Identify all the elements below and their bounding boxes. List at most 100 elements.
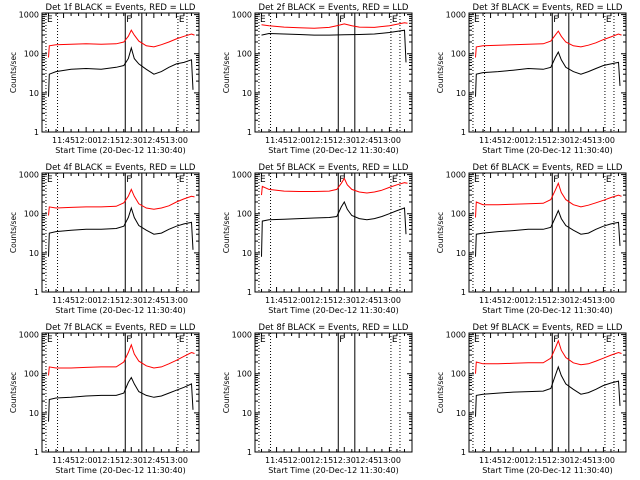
- x-tick-label: 13:00: [165, 136, 188, 145]
- x-tick-label: 12:00: [288, 456, 311, 465]
- x-tick-label: 12:30: [120, 456, 143, 465]
- y-tick-label: 1: [247, 448, 252, 457]
- y-tick-label: 1000: [232, 171, 252, 180]
- y-tick-label: 10: [242, 249, 252, 258]
- x-tick-label: 12:15: [97, 296, 120, 305]
- y-tick-label: 10: [456, 249, 466, 258]
- lld-series-line: [475, 339, 622, 374]
- x-axis-label: Start Time (20-Dec-12 11:30:40): [482, 306, 613, 315]
- events-series-line: [48, 376, 194, 422]
- panel-title: Det 4f BLACK = Events, RED = LLD: [46, 163, 196, 173]
- panel-7: Det 7f BLACK = Events, RED = LLD 1 10 100 10…: [9, 323, 200, 475]
- y-tick-label: 1: [34, 288, 39, 297]
- x-tick-label: 12:00: [288, 136, 311, 145]
- events-series-line: [48, 206, 194, 257]
- x-tick-label: 12:30: [333, 296, 356, 305]
- x-tick-label: 12:45: [142, 296, 165, 305]
- y-tick-label: 1: [461, 448, 466, 457]
- marker-label: F: [553, 335, 558, 345]
- events-series-line: [261, 29, 407, 63]
- x-tick-label: 11:45: [265, 136, 288, 145]
- plot-frame: [468, 172, 627, 293]
- lld-series-line: [261, 177, 408, 196]
- plot-frame: [254, 172, 413, 293]
- y-tick-label: 1: [34, 448, 39, 457]
- x-tick-label: 12:45: [569, 296, 592, 305]
- x-tick-label: 13:00: [378, 296, 401, 305]
- y-tick-label: 10: [456, 409, 466, 418]
- y-tick-label: 100: [237, 50, 252, 59]
- marker-label: E: [474, 175, 480, 185]
- y-axis-label: Counts/sec: [222, 372, 231, 413]
- x-tick-label: 12:15: [310, 136, 333, 145]
- marker-label: E: [47, 15, 53, 25]
- x-tick-label: 12:45: [569, 136, 592, 145]
- y-tick-label: 100: [237, 370, 252, 379]
- y-tick-label: 10: [29, 249, 39, 258]
- x-tick-label: 11:45: [265, 456, 288, 465]
- marker-label: E: [392, 15, 398, 25]
- y-tick-label: 10: [29, 89, 39, 98]
- x-tick-label: 12:15: [310, 456, 333, 465]
- x-axis-label: Start Time (20-Dec-12 11:30:40): [55, 306, 186, 315]
- y-tick-label: 1: [461, 288, 466, 297]
- lld-series-line: [48, 29, 195, 58]
- y-tick-label: 100: [451, 210, 466, 219]
- panel-title: Det 8f BLACK = Events, RED = LLD: [259, 323, 409, 333]
- x-tick-label: 12:00: [502, 136, 525, 145]
- panel-5: Det 5f BLACK = Events, RED = LLD 1 10 100 10…: [222, 163, 413, 315]
- x-tick-label: 12:15: [524, 456, 547, 465]
- y-tick-label: 1: [247, 128, 252, 137]
- events-series-line: [48, 46, 194, 97]
- x-axis-label: Start Time (20-Dec-12 11:30:40): [268, 306, 399, 315]
- plot-frame: [254, 12, 413, 133]
- events-series-line: [261, 200, 407, 257]
- lld-series-line: [48, 188, 195, 216]
- lld-series-line: [261, 22, 408, 29]
- y-tick-label: 1000: [232, 11, 252, 20]
- x-tick-label: 13:00: [378, 136, 401, 145]
- y-axis-label: Counts/sec: [436, 212, 445, 253]
- y-tick-label: 10: [242, 89, 252, 98]
- marker-label: F: [339, 175, 344, 185]
- marker-label: E: [260, 15, 266, 25]
- marker-label: F: [126, 175, 131, 185]
- x-tick-label: 12:30: [333, 136, 356, 145]
- marker-label: E: [260, 335, 266, 345]
- x-tick-label: 11:45: [265, 296, 288, 305]
- y-tick-label: 10: [456, 89, 466, 98]
- panel-title: Det 6f BLACK = Events, RED = LLD: [473, 163, 623, 173]
- marker-label: E: [392, 175, 398, 185]
- panel-title: Det 5f BLACK = Events, RED = LLD: [259, 163, 409, 173]
- x-tick-label: 11:45: [479, 136, 502, 145]
- y-tick-label: 1000: [19, 171, 39, 180]
- x-tick-label: 12:15: [97, 136, 120, 145]
- x-axis-label: Start Time (20-Dec-12 11:30:40): [268, 466, 399, 475]
- x-tick-label: 12:45: [355, 456, 378, 465]
- plot-frame: [41, 332, 200, 453]
- y-tick-label: 100: [451, 50, 466, 59]
- marker-label: E: [179, 175, 185, 185]
- y-tick-label: 1: [461, 128, 466, 137]
- x-axis-label: Start Time (20-Dec-12 11:30:40): [482, 146, 613, 155]
- panel-9: Det 9f BLACK = Events, RED = LLD 1 10 100 10…: [436, 323, 627, 475]
- x-tick-label: 11:45: [52, 136, 75, 145]
- panel-title: Det 3f BLACK = Events, RED = LLD: [473, 3, 623, 13]
- marker-label: E: [47, 175, 53, 185]
- marker-label: E: [606, 175, 612, 185]
- marker-label: F: [553, 15, 558, 25]
- x-tick-label: 13:00: [592, 296, 615, 305]
- x-tick-label: 12:15: [97, 456, 120, 465]
- marker-label: E: [474, 15, 480, 25]
- x-tick-label: 13:00: [165, 456, 188, 465]
- x-tick-label: 11:45: [52, 456, 75, 465]
- marker-label: E: [474, 335, 480, 345]
- marker-label: F: [126, 335, 131, 345]
- y-axis-label: Counts/sec: [9, 52, 18, 93]
- marker-label: F: [339, 15, 344, 25]
- y-tick-label: 1000: [232, 331, 252, 340]
- y-axis-label: Counts/sec: [436, 372, 445, 413]
- y-tick-label: 100: [237, 210, 252, 219]
- y-tick-label: 1000: [446, 11, 466, 20]
- marker-label: F: [126, 15, 131, 25]
